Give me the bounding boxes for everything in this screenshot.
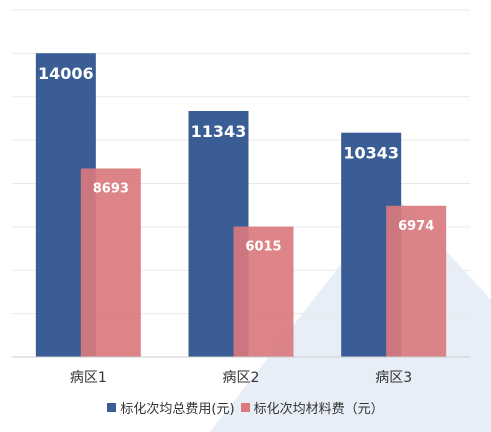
bar-material-cost-3 bbox=[386, 205, 447, 357]
legend-item-total-cost: 标化次均总费用(元) bbox=[107, 398, 235, 417]
data-label-material-cost-3: 6974 bbox=[398, 219, 434, 234]
x-tick-label-1: 病区1 bbox=[70, 370, 107, 386]
x-tick-label-2: 病区2 bbox=[223, 370, 260, 386]
legend-swatch-material-cost bbox=[240, 403, 250, 412]
legend-item-material-cost: 标化次均材料费（元） bbox=[240, 398, 384, 417]
data-label-material-cost-2: 6015 bbox=[245, 240, 281, 255]
bar-material-cost-1 bbox=[80, 168, 141, 357]
data-label-total-cost-3: 10343 bbox=[343, 144, 399, 163]
chart-legend: 标化次均总费用(元) 标化次均材料费（元） bbox=[0, 398, 491, 417]
legend-swatch-total-cost bbox=[107, 403, 117, 412]
data-label-material-cost-1: 8693 bbox=[93, 181, 129, 196]
data-label-total-cost-2: 11343 bbox=[191, 122, 247, 141]
legend-label-total-cost: 标化次均总费用(元) bbox=[120, 402, 235, 417]
data-label-total-cost-1: 14006 bbox=[38, 64, 94, 83]
bar-material-cost-2 bbox=[233, 226, 294, 357]
x-tick-label-3: 病区3 bbox=[375, 370, 412, 386]
legend-label-material-cost: 标化次均材料费（元） bbox=[253, 402, 384, 417]
